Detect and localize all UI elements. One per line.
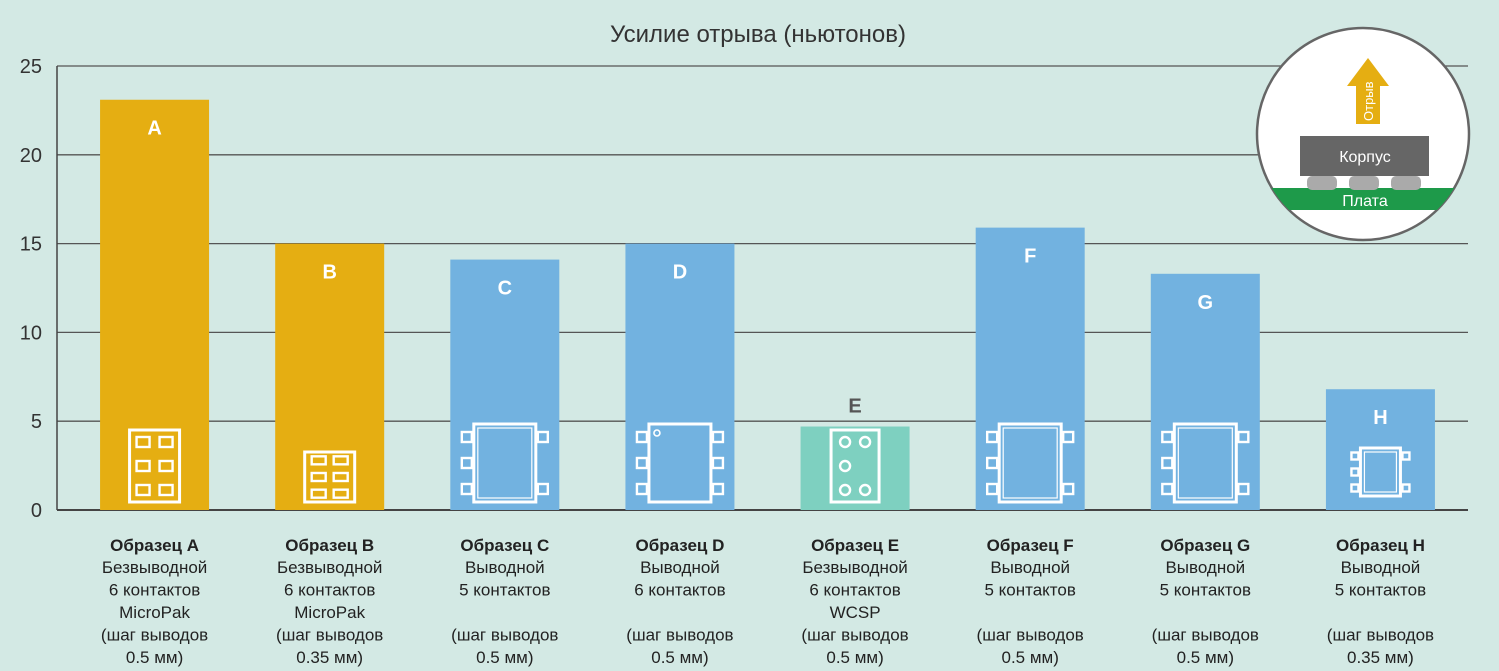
caption-line: (шаг выводов bbox=[801, 626, 908, 645]
board bbox=[1257, 188, 1469, 210]
bar-E bbox=[800, 426, 910, 510]
package-body bbox=[1300, 136, 1429, 176]
caption-line: 6 контактов bbox=[284, 581, 375, 600]
caption-line: 6 контактов bbox=[634, 581, 725, 600]
caption-line: 0.5 мм) bbox=[651, 648, 708, 667]
y-tick-label: 20 bbox=[20, 145, 42, 167]
y-tick-label: 5 bbox=[31, 411, 42, 433]
caption-line: Выводной bbox=[990, 558, 1070, 577]
bar-label-F: F bbox=[1024, 246, 1036, 268]
caption-line: Выводной bbox=[1341, 558, 1421, 577]
caption-line: 0.35 мм) bbox=[1347, 648, 1414, 667]
caption-line: (шаг выводов bbox=[1152, 626, 1259, 645]
leaded-5-small-package-icon bbox=[1350, 446, 1411, 498]
y-tick-label: 15 bbox=[20, 234, 42, 256]
package-label: Корпус bbox=[1339, 149, 1391, 166]
caption-line: Безвыводной bbox=[277, 558, 382, 577]
chart-title: Усилие отрыва (ньютонов) bbox=[610, 21, 906, 48]
caption-line: 5 контактов bbox=[1335, 581, 1426, 600]
captions: Образец A Безвыводной 6 контактов MicroPak (… bbox=[101, 536, 1434, 667]
pull-test-inset: Плата Корпус Отрыв bbox=[1255, 26, 1471, 242]
micropak-6-small-package-icon bbox=[303, 450, 357, 504]
caption-title: Образец G bbox=[1160, 536, 1250, 555]
package-icons bbox=[128, 422, 1411, 504]
caption-line: Безвыводной bbox=[802, 558, 907, 577]
pull-arrow-icon bbox=[1347, 58, 1389, 124]
leaded-5-package-icon bbox=[1161, 422, 1250, 504]
bar-label-B: B bbox=[322, 262, 336, 284]
caption-line: 0.5 мм) bbox=[476, 648, 533, 667]
caption-line: Выводной bbox=[1165, 558, 1245, 577]
board-label: Плата bbox=[1342, 193, 1388, 210]
caption-line: Выводной bbox=[465, 558, 545, 577]
bar-B bbox=[275, 243, 385, 510]
caption-line: (шаг выводов bbox=[977, 626, 1084, 645]
caption-title: Образец D bbox=[635, 536, 724, 555]
solder-bumps bbox=[1307, 176, 1421, 190]
caption-line: 6 контактов bbox=[809, 581, 900, 600]
caption-line: MicroPak bbox=[119, 603, 190, 622]
leaded-5-package-icon bbox=[460, 422, 550, 504]
caption-line: (шаг выводов bbox=[626, 626, 733, 645]
bar-G bbox=[1150, 273, 1260, 510]
caption-line: 5 контактов bbox=[1160, 581, 1251, 600]
caption-title: Образец B bbox=[285, 536, 374, 555]
y-axis-ticks: 0 5 10 15 20 25 bbox=[20, 56, 42, 522]
y-tick-label: 0 bbox=[31, 500, 42, 522]
micropak-6-package-icon bbox=[128, 428, 182, 504]
caption-line: (шаг выводов bbox=[1327, 626, 1434, 645]
bar-D bbox=[625, 243, 735, 510]
bar-label-H: H bbox=[1373, 407, 1387, 429]
caption-title: Образец H bbox=[1336, 536, 1425, 555]
caption-line: 0.5 мм) bbox=[1177, 648, 1234, 667]
caption-line: 0.5 мм) bbox=[126, 648, 183, 667]
caption-title: Образец F bbox=[987, 536, 1074, 555]
caption-line: 0.5 мм) bbox=[1001, 648, 1058, 667]
caption-line: (шаг выводов bbox=[101, 626, 208, 645]
pull-arrow-label: Отрыв bbox=[1361, 81, 1376, 121]
bar-label-E: E bbox=[848, 396, 861, 418]
caption-line: 0.5 мм) bbox=[826, 648, 883, 667]
caption-line: WCSP bbox=[830, 603, 881, 622]
caption-line: (шаг выводов bbox=[276, 626, 383, 645]
leaded-5-package-icon bbox=[985, 422, 1075, 504]
caption-line: Безвыводной bbox=[102, 558, 207, 577]
bar-label-A: A bbox=[147, 118, 161, 140]
caption-title: Образец A bbox=[110, 536, 199, 555]
caption-line: (шаг выводов bbox=[451, 626, 558, 645]
caption-title: Образец C bbox=[460, 536, 549, 555]
bar-label-G: G bbox=[1198, 292, 1214, 314]
caption-line: 5 контактов bbox=[984, 581, 1075, 600]
caption-line: 0.35 мм) bbox=[296, 648, 363, 667]
bar-label-C: C bbox=[498, 278, 512, 300]
caption-line: 5 контактов bbox=[459, 581, 550, 600]
caption-line: MicroPak bbox=[294, 603, 365, 622]
bar-A bbox=[100, 99, 210, 510]
bar-F bbox=[975, 227, 1085, 510]
caption-line: Выводной bbox=[640, 558, 720, 577]
bar-label-D: D bbox=[673, 262, 687, 284]
y-tick-label: 10 bbox=[20, 322, 42, 344]
bar-H bbox=[1325, 389, 1435, 510]
wcsp-6-package-icon bbox=[829, 428, 881, 504]
bars: A B C D E F G H bbox=[100, 99, 1435, 510]
caption-title: Образец E bbox=[811, 536, 899, 555]
leaded-6-package-icon bbox=[635, 422, 725, 504]
y-tick-label: 25 bbox=[20, 56, 42, 78]
caption-line: 6 контактов bbox=[109, 581, 200, 600]
